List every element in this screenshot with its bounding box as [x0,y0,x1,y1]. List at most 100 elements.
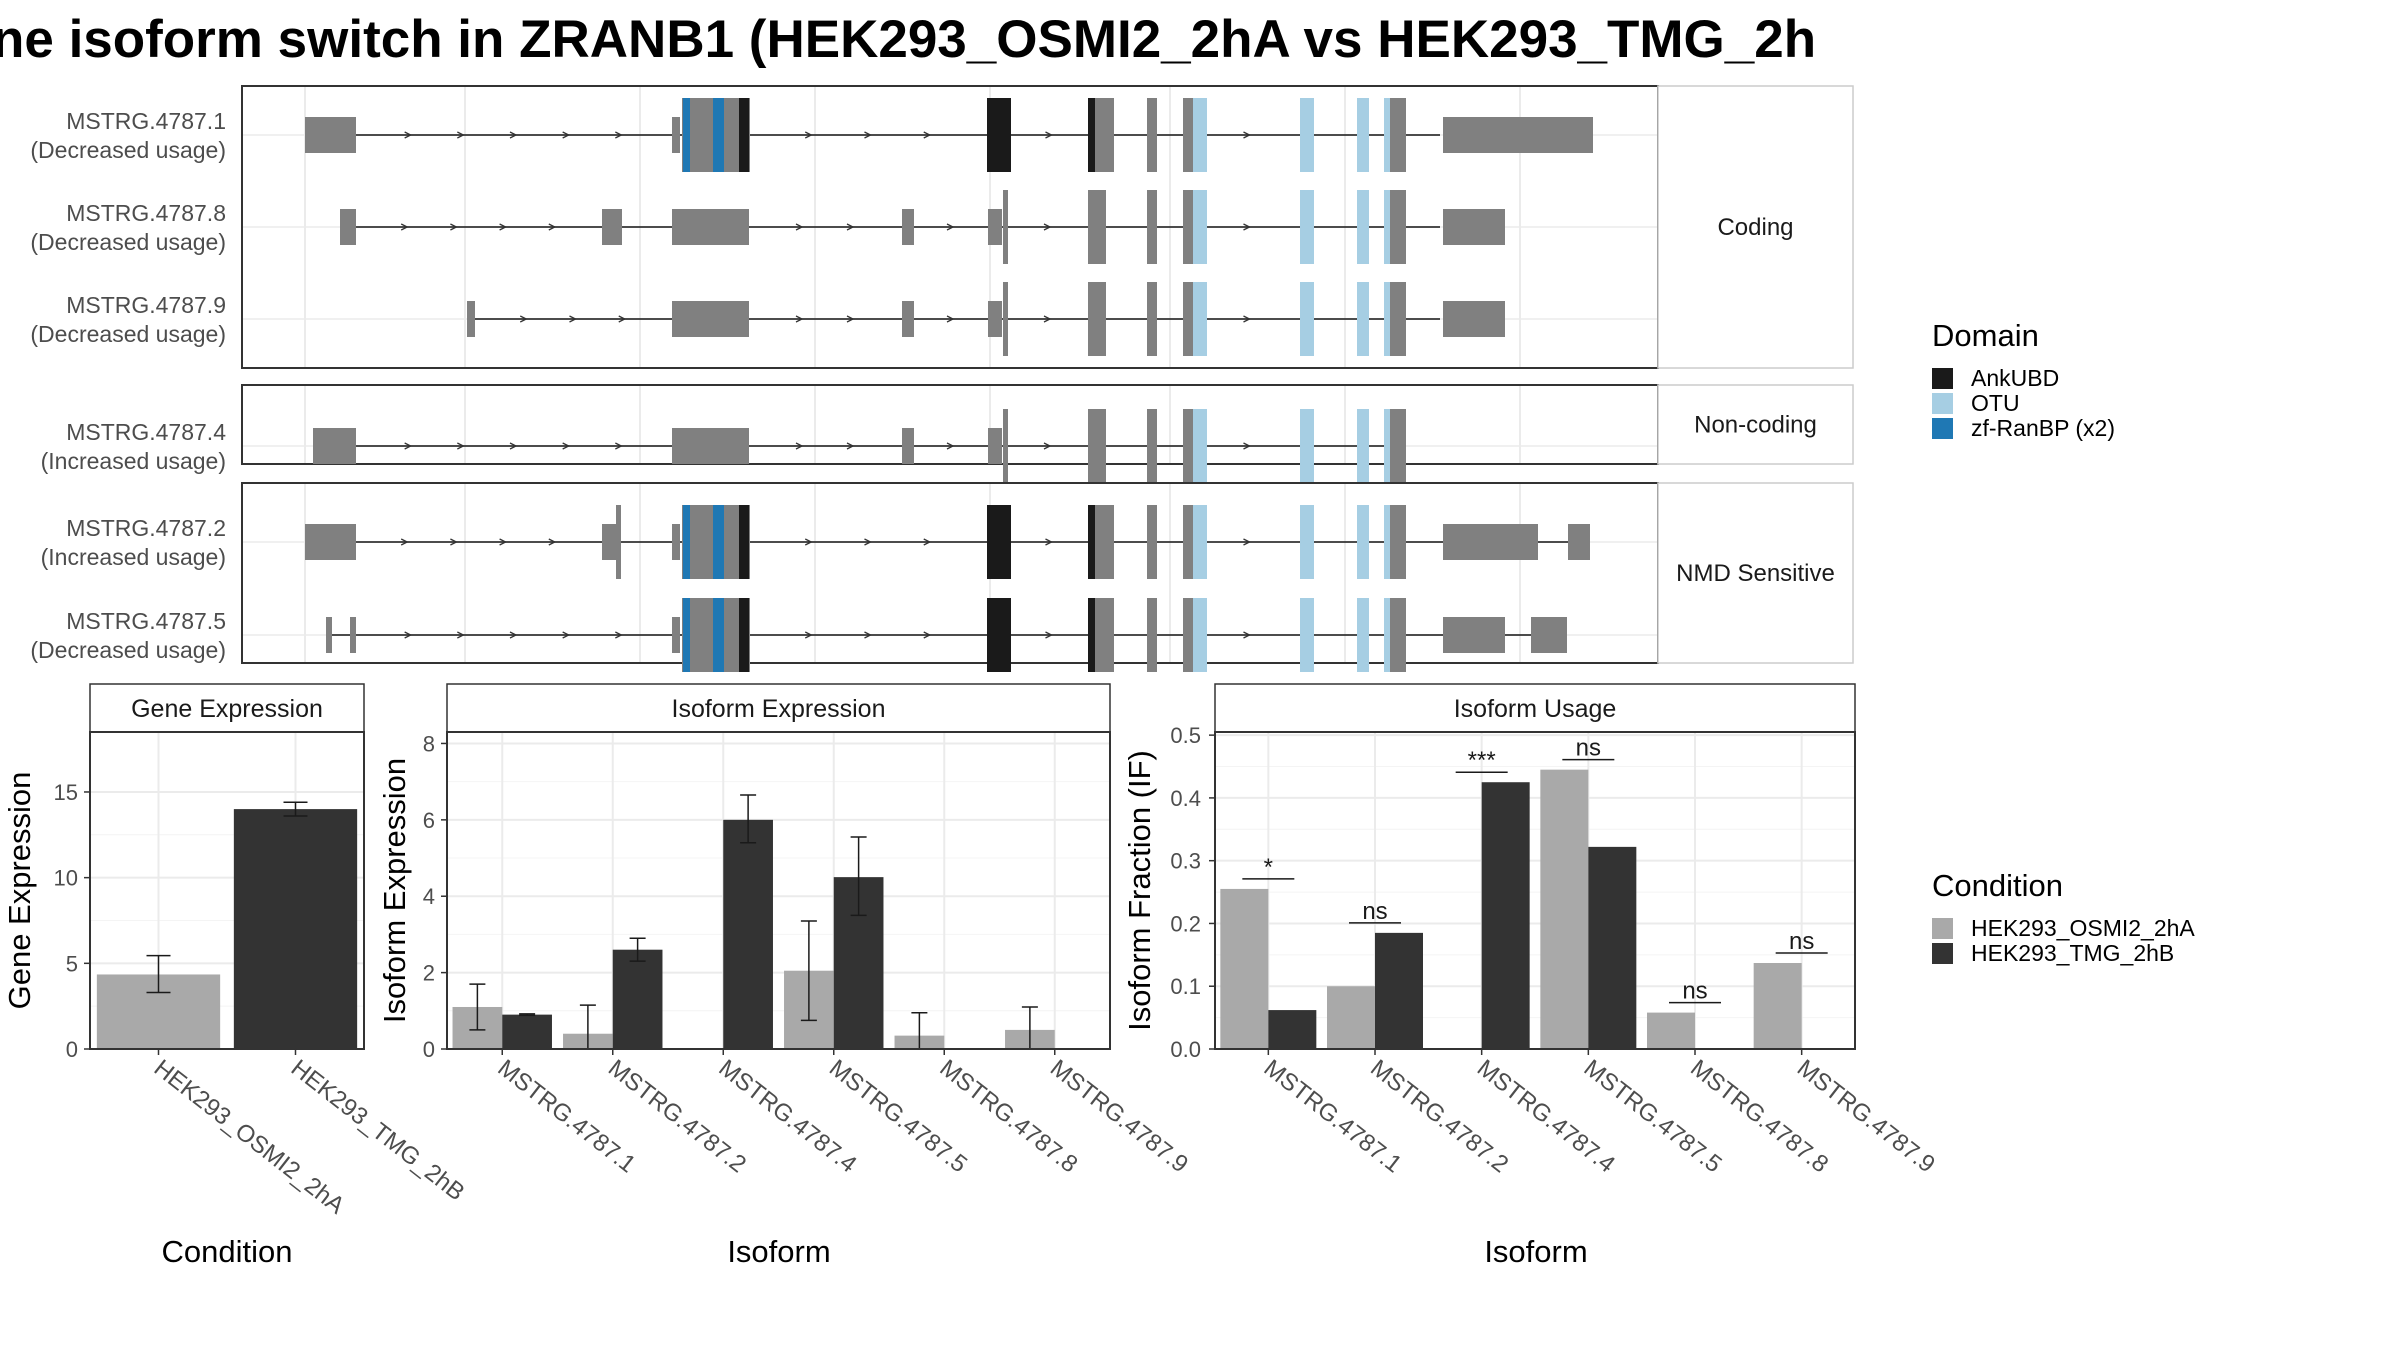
y-tick-label: 0.1 [1170,974,1201,999]
intron-arrow [509,131,518,139]
bar [1327,986,1375,1049]
strip-box [1657,384,1854,465]
domain-otu [1300,409,1314,483]
domain-ankubd [1088,98,1095,172]
domain-otu [1384,98,1390,172]
exon [1443,617,1505,653]
legend-swatch [1932,368,1953,389]
domain-otu [1384,282,1390,356]
isoform-id-label: MSTRG.4787.4 [66,419,226,445]
exon [1003,409,1008,483]
intron-arrow [946,223,955,231]
intron-arrow [1243,442,1251,450]
isoform-row: MSTRG.4787.1 (Decreased usage) [30,98,1593,172]
intron-arrow [1243,631,1251,639]
condition-legend: Condition HEK293_OSMI2_2hA HEK293_TMG_2h… [1932,868,2195,966]
exon [1147,190,1157,264]
exon [988,209,1002,245]
exon [1402,428,1406,464]
domain-ankubd [739,98,749,172]
domain-otu [1300,190,1314,264]
legend-item-osmi2: HEK293_OSMI2_2hA [1932,915,2195,941]
legend-swatch [1932,418,1953,439]
domain-otu [1357,282,1369,356]
domain-zf-ranbp-x2- [713,505,724,579]
exon [902,209,914,245]
exon [1088,282,1106,356]
domain-ankubd [1088,505,1095,579]
chart-gene-expression: Gene Expression051015HEK293_OSMI2_2hAHEK… [2,683,470,1269]
exon [1443,117,1593,153]
isoform-usage-label: (Decreased usage) [30,637,226,663]
exon [1443,209,1505,245]
figure-title: ne isoform switch in ZRANB1 (HEK293_OSMI… [0,10,1816,69]
exon [988,301,1002,337]
y-tick-label: 0.5 [1170,723,1201,748]
intron-arrow [404,631,413,639]
legend-label: HEK293_TMG_2hB [1971,940,2175,966]
strip-label: Non-coding [1694,412,1817,439]
intron-arrow [618,315,627,323]
exon [1183,409,1195,483]
legend-swatch [1932,918,1953,939]
exon [988,428,1002,464]
intron-arrow [1243,131,1251,139]
domain-otu [1193,505,1207,579]
intron-arrow [1043,315,1052,323]
domain-legend-title: Domain [1932,318,2039,353]
isoform-id-label: MSTRG.4787.1 [66,108,226,134]
significance-label: ns [1682,978,1707,1005]
intron-arrow [457,631,465,639]
isoform-row: MSTRG.4787.9 (Decreased usage) [30,282,1505,356]
exon [1088,409,1106,483]
isoform-usage-label: (Increased usage) [41,544,226,570]
bar [1220,888,1269,1049]
intron-arrow [548,538,557,546]
exon [616,505,621,579]
x-axis-title: Condition [162,1234,293,1269]
intron-arrow [1243,223,1251,231]
exon [1183,282,1195,356]
domain-otu [1357,98,1369,172]
exon [340,209,356,245]
bar [1647,1012,1695,1049]
exon [602,524,616,560]
exon [1147,505,1157,579]
legend-label: zf-RanBP (x2) [1971,415,2116,441]
panel-border [446,731,1111,1050]
exon [672,428,749,464]
intron-arrow [450,538,458,546]
exon [1183,190,1195,264]
domain-otu [1300,98,1314,172]
exon [326,617,332,653]
isoform-id-label: MSTRG.4787.2 [66,515,226,541]
intron-arrow [1043,223,1052,231]
condition-legend-title: Condition [1932,868,2063,903]
isoform-usage-label: (Decreased usage) [30,229,226,255]
intron-arrow [1043,442,1052,450]
domain-otu [1193,598,1207,672]
bar [1540,769,1589,1049]
legend-item-tmg: HEK293_TMG_2hB [1932,940,2195,966]
exon [1531,617,1567,653]
isoform-usage-label: (Increased usage) [41,448,226,474]
y-axis-title: Isoform Fraction (IF) [1122,750,1157,1031]
isoform-id-label: MSTRG.4787.8 [66,200,226,226]
exon [1443,301,1505,337]
intron-arrow [562,131,571,139]
facet-strip [446,683,1111,733]
intron-arrow [946,442,955,450]
exon [902,428,914,464]
intron-arrow [509,631,518,639]
domain-zf-ranbp-x2- [683,598,690,672]
strip-box [1657,85,1854,369]
domain-otu [1300,505,1314,579]
intron-arrow [457,131,465,139]
bar [502,1014,552,1049]
y-axis-title: Isoform Expression [377,758,412,1023]
legend-item-ankubd: AnkUBD [1932,365,2115,391]
domain-zf-ranbp-x2- [713,598,724,672]
